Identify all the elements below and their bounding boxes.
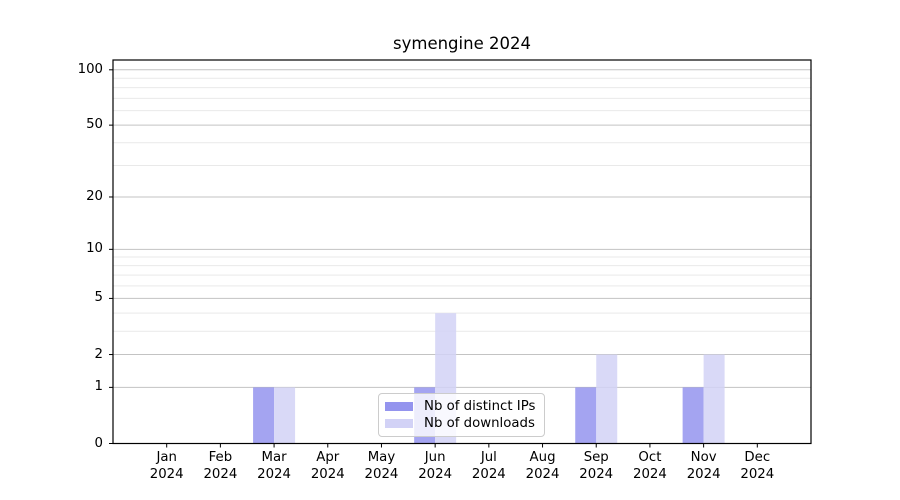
chart-title: symengine 2024 (393, 34, 531, 53)
x-tick-month: Sep (583, 450, 609, 465)
legend-swatch-downloads-icon (385, 418, 413, 429)
x-axis-tick-label: May 2024 (336, 450, 426, 483)
x-tick-year: 2024 (418, 466, 453, 482)
x-axis-tick-label: Oct 2024 (605, 450, 695, 483)
x-tick-month: Mar (261, 450, 287, 465)
y-axis-tick-label: 20 (86, 188, 103, 204)
legend-swatch-distinct-ips-icon (385, 401, 413, 412)
bar-downloads (596, 354, 618, 444)
x-tick-year: 2024 (579, 466, 614, 482)
y-axis-tick-label: 50 (86, 117, 103, 133)
y-axis-tick-label: 2 (94, 346, 103, 362)
x-tick-month: Jun (424, 450, 446, 465)
x-tick-month: Jan (156, 450, 177, 465)
x-tick-year: 2024 (471, 466, 506, 482)
bar-distinct-ips (682, 387, 704, 444)
bar-distinct-ips (575, 387, 597, 444)
bar-downloads (703, 354, 725, 444)
y-axis-tick-label: 0 (94, 435, 103, 451)
x-tick-year: 2024 (257, 466, 291, 482)
bar-distinct-ips (253, 387, 275, 444)
x-axis-tick-label: Apr 2024 (283, 450, 373, 483)
legend-label-distinct-ips: Nb of distinct IPs (424, 399, 536, 414)
legend: Nb of distinct IPs Nb of downloads (378, 393, 545, 437)
x-tick-year: 2024 (740, 466, 775, 482)
x-axis-tick-label: Jul 2024 (444, 450, 534, 483)
x-axis-tick-label: Aug 2024 (498, 450, 588, 483)
y-axis-tick-label: 100 (77, 61, 103, 77)
bar-downloads (274, 387, 296, 444)
x-tick-month: Nov (690, 450, 717, 465)
y-axis-tick-label: 1 (94, 379, 103, 395)
legend-label-downloads: Nb of downloads (424, 416, 535, 431)
x-tick-year: 2024 (633, 466, 667, 482)
x-axis-tick-label: Jun 2024 (390, 450, 480, 483)
x-tick-month: May (367, 450, 396, 465)
x-tick-month: Oct (638, 450, 662, 465)
x-tick-year: 2024 (310, 466, 345, 482)
x-axis-tick-label: Mar 2024 (229, 450, 319, 483)
x-tick-month: Jul (480, 450, 497, 465)
x-tick-month: Apr (316, 450, 340, 465)
x-tick-month: Aug (529, 450, 556, 465)
x-tick-year: 2024 (149, 466, 184, 482)
x-axis-tick-label: Nov 2024 (659, 450, 749, 483)
legend-item-distinct-ips: Nb of distinct IPs (385, 398, 538, 415)
x-tick-year: 2024 (686, 466, 721, 482)
x-tick-year: 2024 (525, 466, 560, 482)
y-axis-tick-label: 5 (94, 290, 103, 306)
x-axis-tick-label: Sep 2024 (551, 450, 641, 483)
x-tick-month: Dec (744, 450, 771, 465)
y-axis-tick-label: 10 (86, 241, 103, 257)
plot-border (112, 59, 812, 445)
x-tick-year: 2024 (203, 466, 238, 482)
x-axis-tick-label: Dec 2024 (712, 450, 802, 483)
x-tick-month: Feb (208, 450, 233, 465)
x-axis-tick-label: Jan 2024 (122, 450, 212, 483)
x-axis-tick-label: Feb 2024 (175, 450, 265, 483)
legend-item-downloads: Nb of downloads (385, 415, 538, 432)
x-tick-year: 2024 (364, 466, 399, 482)
